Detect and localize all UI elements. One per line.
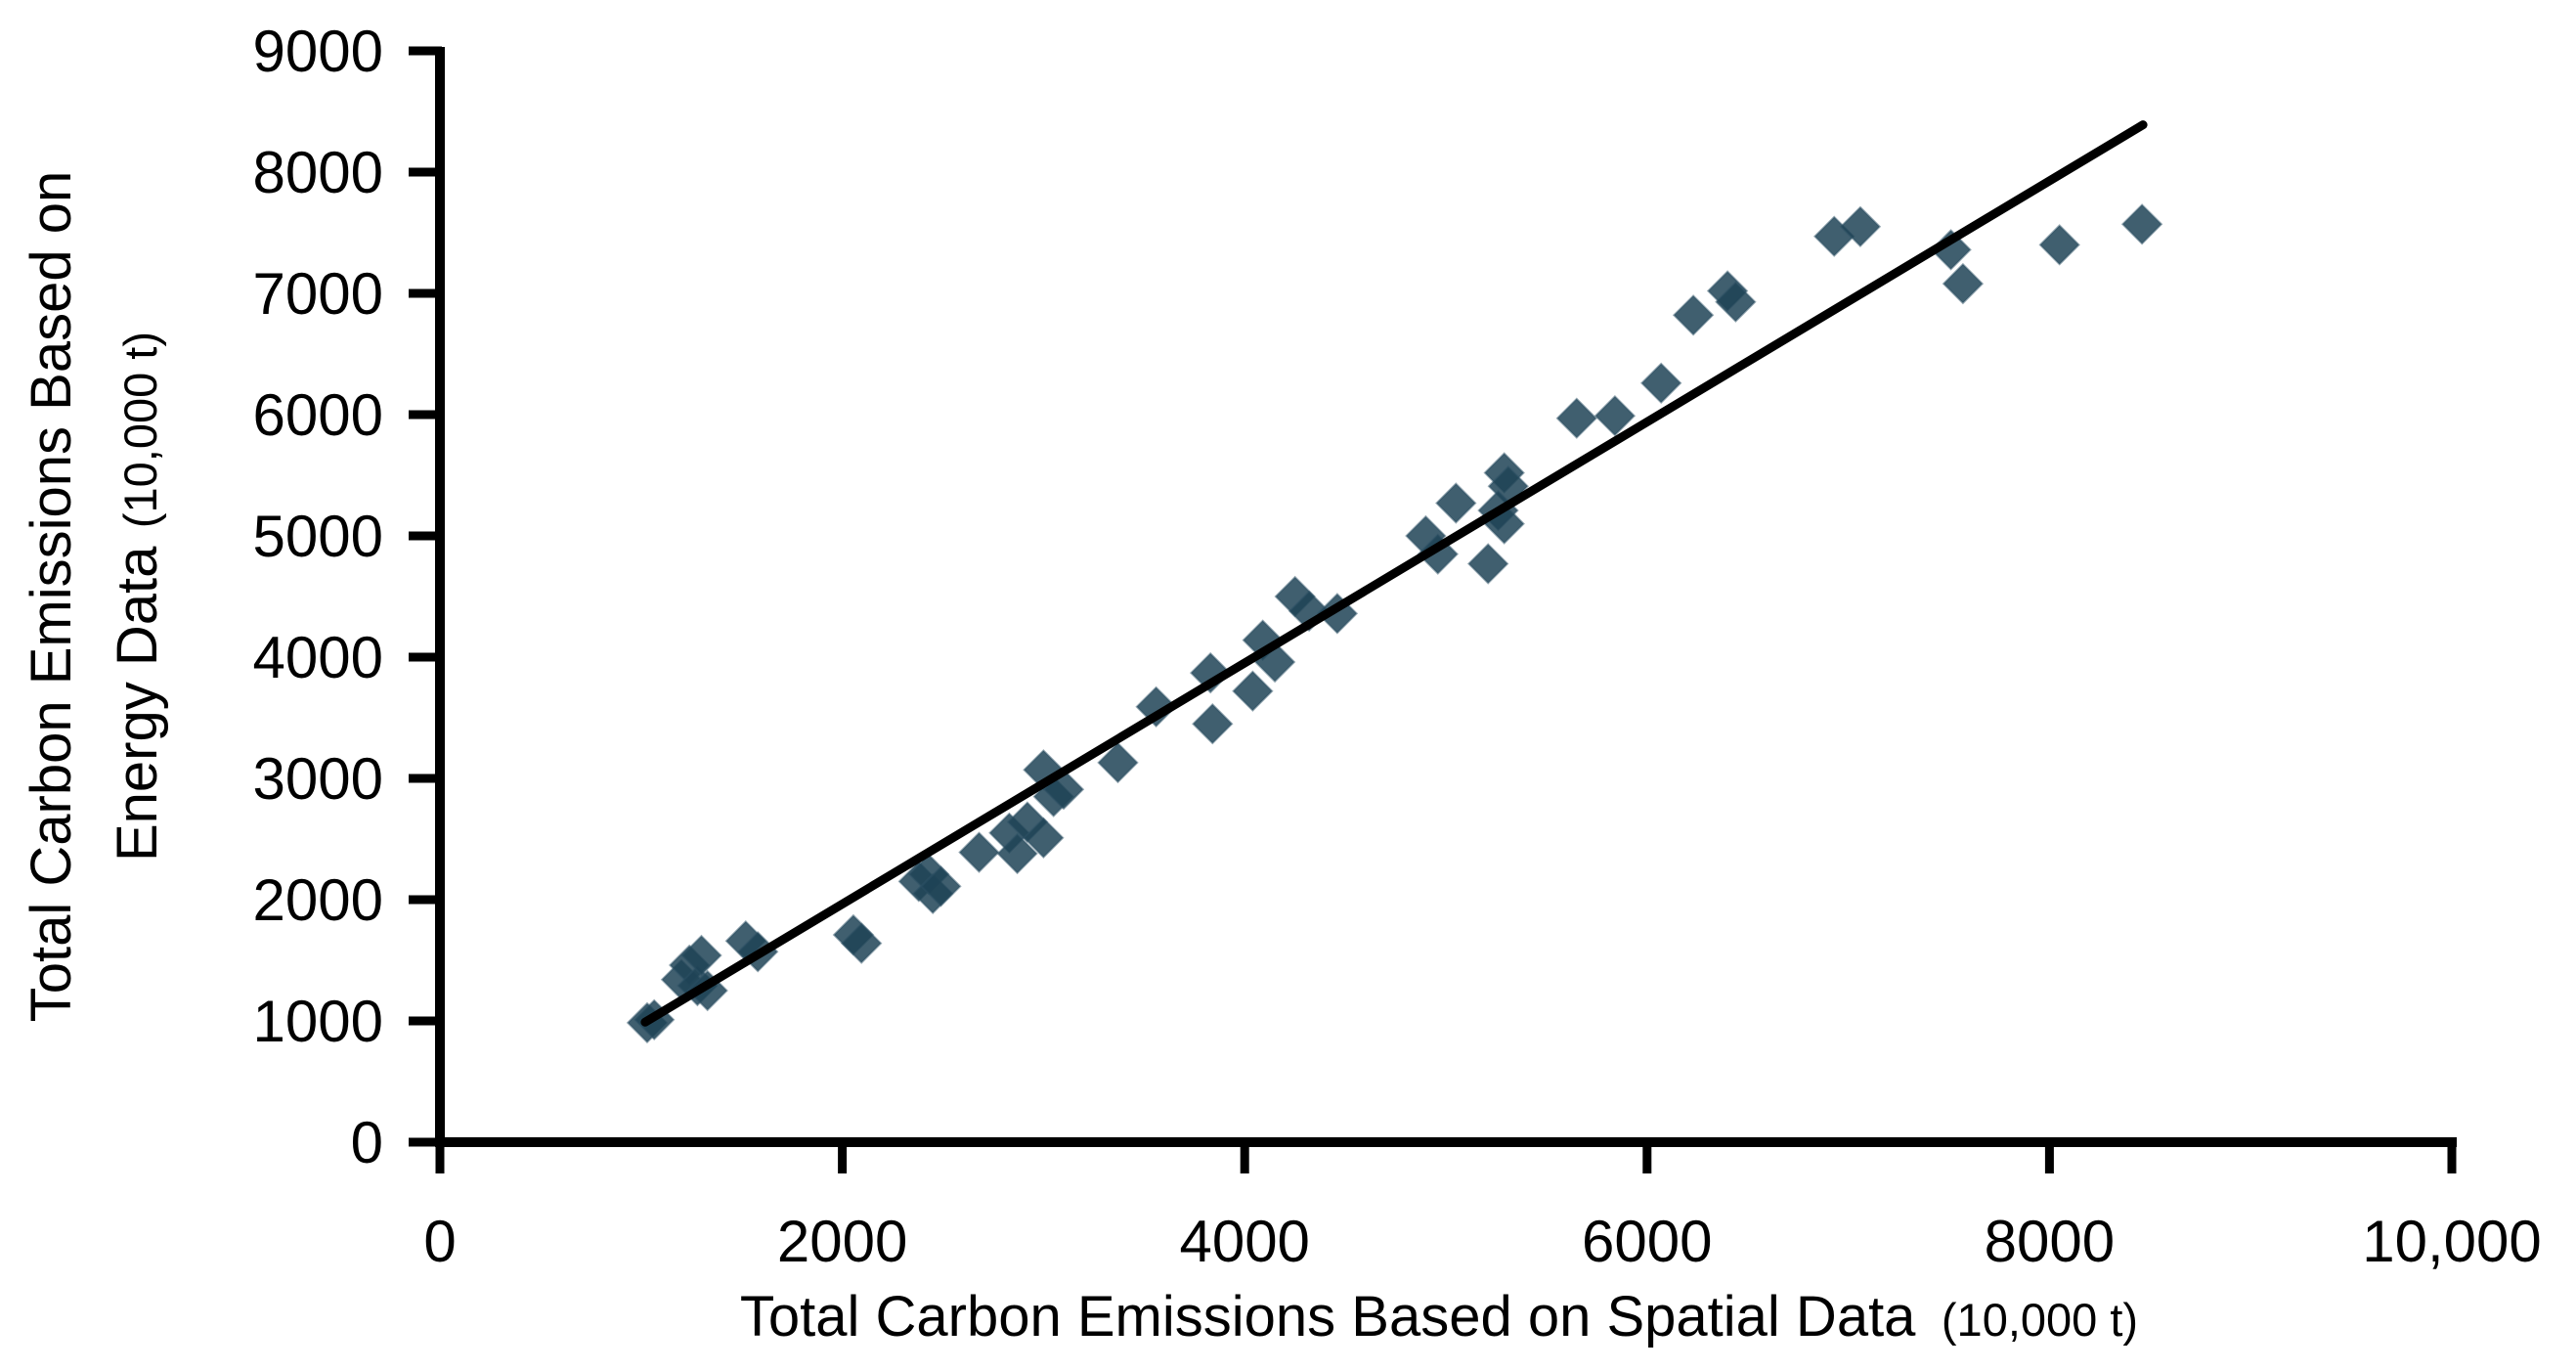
x-tick-label: 8000 (1985, 1209, 2115, 1274)
y-axis-title-line1: Total Carbon Emissions Based on (20, 171, 83, 1022)
data-point-marker (1715, 281, 1757, 323)
y-axis-title-unit: (10,000 t) (114, 332, 166, 528)
y-tick-label: 6000 (253, 382, 383, 448)
data-point-marker (840, 922, 883, 964)
x-tick-label: 10,000 (2362, 1209, 2542, 1274)
data-point-marker (1930, 229, 1972, 271)
y-axis-ticks: 0 1000 2000 3000 4000 5000 6000 7000 8000 9000 (253, 19, 442, 1175)
y-tick-label: 2000 (253, 867, 383, 933)
y-tick-label: 5000 (253, 504, 383, 569)
y-tick-label: 0 (351, 1110, 383, 1175)
scatter-points (626, 203, 2163, 1044)
data-point-marker (1135, 686, 1177, 729)
data-point-marker (1023, 817, 1065, 860)
x-axis-title: Total Carbon Emissions Based on Spatial … (740, 1285, 2138, 1349)
data-point-marker (1097, 741, 1139, 784)
data-point-marker (920, 865, 962, 907)
y-tick-label: 7000 (253, 261, 383, 327)
x-tick-label: 4000 (1179, 1209, 1309, 1274)
y-tick-label: 8000 (253, 140, 383, 205)
data-point-marker (1232, 670, 1274, 712)
y-tick-label: 3000 (253, 746, 383, 812)
data-point-marker (1594, 394, 1637, 437)
x-tick-label: 2000 (777, 1209, 907, 1274)
x-axis-ticks: 0 2000 4000 6000 8000 10,000 (423, 1140, 2542, 1274)
y-axis-title-text: Energy Data (106, 546, 169, 862)
data-point-marker (958, 831, 1000, 873)
trendline (640, 120, 2148, 1027)
x-axis-title-unit: (10,000 t) (1942, 1294, 2138, 1346)
x-axis-title-text: Total Carbon Emissions Based on Spatial … (740, 1285, 1916, 1349)
y-tick-label: 4000 (253, 625, 383, 690)
data-point-marker (1435, 482, 1477, 524)
data-point-marker (1839, 205, 1882, 248)
data-point-marker (1639, 362, 1682, 405)
data-point-marker (996, 832, 1038, 875)
x-tick-label: 0 (423, 1209, 456, 1274)
data-point-marker (1555, 397, 1598, 439)
data-point-marker (2120, 203, 2163, 245)
data-point-marker (1466, 543, 1509, 585)
y-tick-label: 9000 (253, 19, 383, 84)
data-point-marker (1942, 262, 1985, 305)
y-axis-title-line2: Energy Data (10,000 t) (106, 332, 169, 862)
data-point-marker (1192, 702, 1234, 745)
y-tick-label: 1000 (253, 989, 383, 1054)
data-point-marker (2038, 224, 2080, 266)
data-point-marker (680, 934, 722, 977)
x-tick-label: 6000 (1582, 1209, 1712, 1274)
data-point-marker (1672, 294, 1715, 336)
